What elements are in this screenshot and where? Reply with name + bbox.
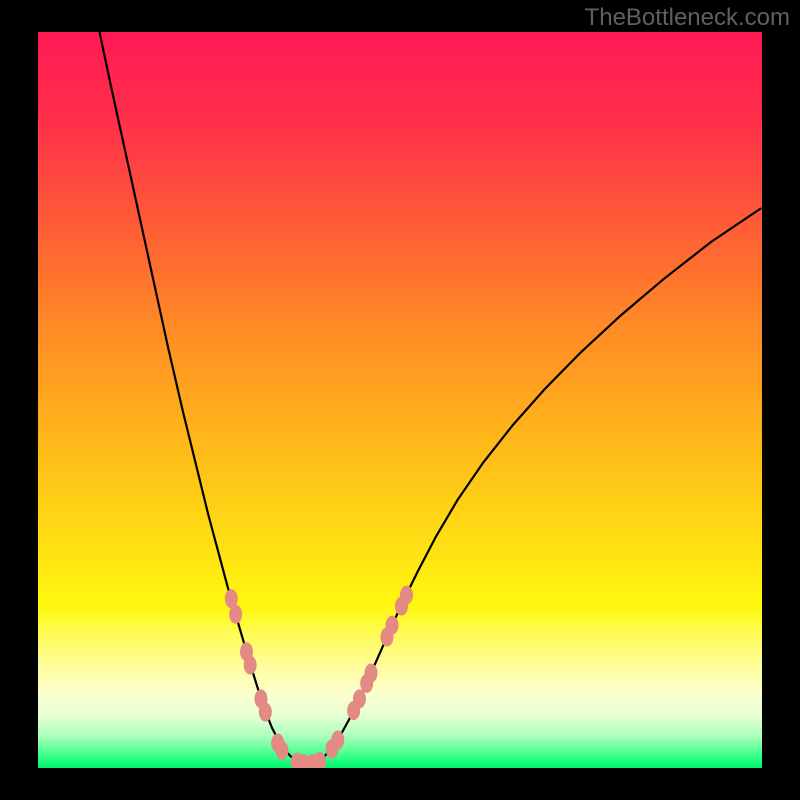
curve-marker <box>259 703 272 722</box>
chart-svg <box>38 32 762 768</box>
gradient-background <box>38 32 762 768</box>
curve-marker <box>331 731 344 750</box>
curve-marker <box>365 664 378 683</box>
curve-marker <box>275 741 288 760</box>
curve-marker <box>386 616 399 635</box>
curve-marker <box>400 586 413 605</box>
watermark-text: TheBottleneck.com <box>585 4 790 32</box>
curve-marker <box>353 689 366 708</box>
curve-marker <box>229 605 242 624</box>
plot-area <box>38 32 762 768</box>
curve-marker <box>244 655 257 674</box>
chart-frame: TheBottleneck.com <box>0 0 800 800</box>
